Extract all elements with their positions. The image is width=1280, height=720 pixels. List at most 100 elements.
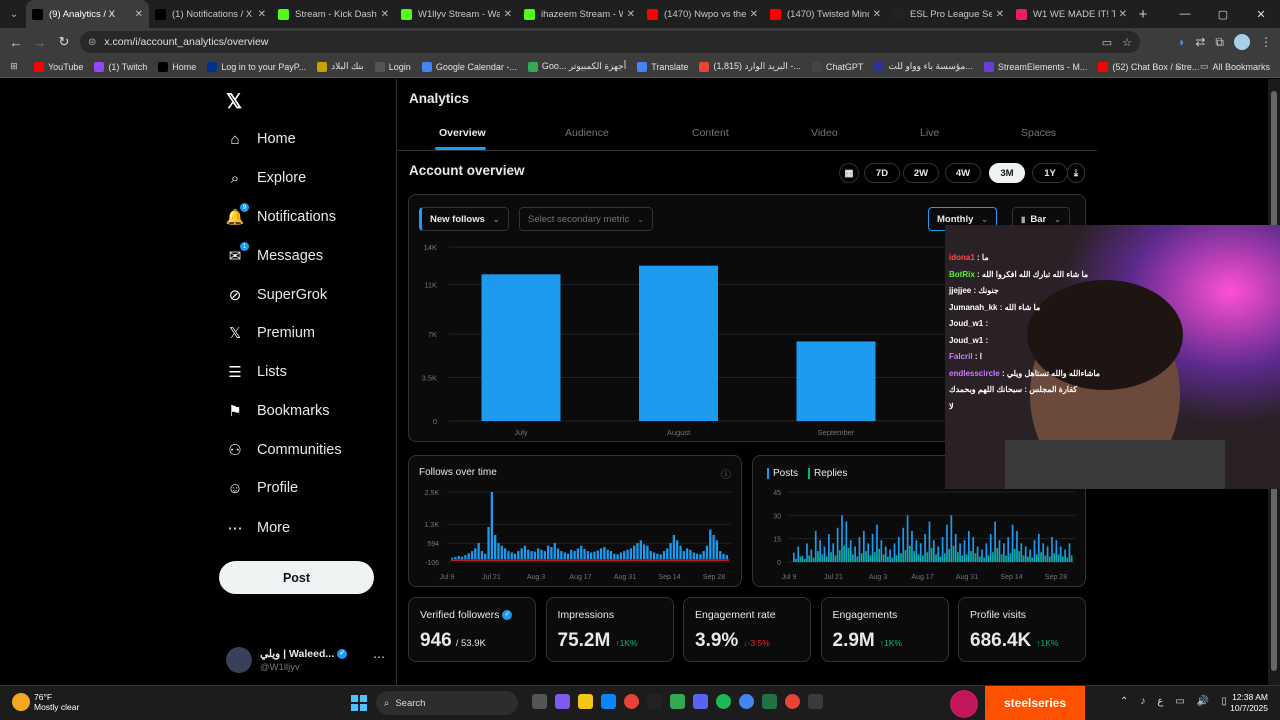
sidebar-item-supergrok[interactable]: ⊘ SuperGrok (226, 283, 327, 307)
chrome-active-icon[interactable] (739, 694, 754, 709)
bookmark-item[interactable]: StreamElements - M... (983, 61, 1087, 72)
new-tab-button[interactable]: + (1138, 5, 1148, 23)
extension-icon[interactable]: ◗ (1178, 35, 1186, 49)
chrome-icon[interactable] (785, 694, 800, 709)
close-tab-icon[interactable]: ✕ (134, 8, 143, 20)
edge-icon[interactable] (601, 694, 616, 709)
browser-profile-avatar[interactable] (1234, 34, 1250, 50)
battery-icon[interactable]: ▯ (1221, 696, 1227, 707)
sidebar-item-lists[interactable]: ☰ Lists (226, 360, 287, 384)
steelseries-banner[interactable]: steelseries (985, 686, 1085, 720)
stat-card[interactable]: Engagements 2.9M ↑1K% (820, 597, 949, 662)
browser-tab[interactable]: (1470) Twisted Minds ✕ (764, 0, 887, 28)
bookmark-item[interactable]: ChatGPT (811, 61, 863, 72)
bookmark-item[interactable]: بنك البلاد (317, 61, 364, 72)
steelseries-gg-icon[interactable] (950, 690, 978, 718)
sidebar-item-home[interactable]: ⌂ Home (226, 127, 295, 151)
x-logo-icon[interactable]: 𝕏 (226, 91, 243, 113)
info-icon[interactable]: ⓘ (721, 470, 731, 481)
forward-icon[interactable]: → (33, 34, 47, 50)
extensions-puzzle-icon[interactable]: ⧉ (1215, 34, 1224, 49)
close-tab-icon[interactable]: ✕ (995, 8, 1004, 20)
browser-tab[interactable]: ihazeem Stream - Wa✕ (518, 0, 641, 28)
apps-grid-icon[interactable]: ⊞ (10, 61, 18, 71)
replies-legend[interactable]: Replies (808, 468, 847, 479)
sidebar-item-messages[interactable]: ✉ 1 Messages (226, 242, 323, 268)
start-icon[interactable] (351, 695, 367, 711)
range-1y-button[interactable]: 1Y (1032, 163, 1068, 183)
sidebar-item-communities[interactable]: ⚇ Communities (226, 438, 341, 462)
spotify-icon[interactable] (716, 694, 731, 709)
close-tab-icon[interactable]: ✕ (503, 8, 512, 20)
range-3m-button[interactable]: 3M (989, 163, 1025, 183)
site-info-icon[interactable]: ⊜ (88, 36, 97, 48)
close-tab-icon[interactable]: ✕ (1118, 8, 1127, 20)
bar[interactable] (481, 274, 561, 421)
browser-tab[interactable]: (9) Analytics / X ✕ (26, 0, 149, 28)
discord-icon[interactable] (693, 694, 708, 709)
close-tab-icon[interactable]: ✕ (749, 8, 758, 20)
app-icon[interactable] (670, 694, 685, 709)
back-icon[interactable]: ← (9, 34, 23, 50)
sidebar-item-bookmarks[interactable]: ⚑ Bookmarks (226, 399, 329, 423)
tab-content[interactable]: Content (692, 127, 729, 139)
browser-tab[interactable]: ESL Pro League Seas✕ (887, 0, 1010, 28)
sidebar-item-notifications[interactable]: 🔔 9 Notifications (226, 203, 336, 229)
calendar-icon[interactable]: ▦ (839, 163, 859, 183)
bookmark-item[interactable]: مؤسسة باء وواو للت... (874, 61, 973, 72)
chrome-icon[interactable] (624, 694, 639, 709)
stat-card[interactable]: Verified followers ✓ 946/ 53.9K (408, 597, 536, 662)
url-input[interactable]: ⊜ x.com/i/account_analytics/overview ▭ ☆ (80, 31, 1140, 53)
bookmark-item[interactable]: Log in to your PayP... (207, 61, 306, 72)
close-tab-icon[interactable]: ✕ (626, 8, 635, 20)
bookmark-item[interactable]: (1) Twitch (94, 61, 147, 72)
tab-spaces[interactable]: Spaces (1021, 127, 1057, 139)
taskbar-search[interactable]: ⌕ Search (376, 691, 518, 715)
file-explorer-icon[interactable] (578, 694, 593, 709)
range-4w-button[interactable]: 4W (945, 163, 981, 183)
post-button[interactable]: Post (219, 561, 374, 594)
bookmark-item[interactable]: Goo... أجهزة الكمبيوتر (527, 61, 626, 72)
all-bookmarks-button[interactable]: ▭ All Bookmarks (1200, 61, 1270, 72)
sidebar-item-explore[interactable]: ⌕ Explore (226, 166, 306, 190)
tab-live[interactable]: Live (920, 127, 940, 139)
task-view-icon[interactable] (532, 694, 547, 709)
bookmarks-overflow-icon[interactable]: » (1174, 61, 1180, 72)
close-tab-icon[interactable]: ✕ (872, 8, 881, 20)
excel-icon[interactable] (762, 694, 777, 709)
browser-tab[interactable]: W1 WE MADE IT! T ✕ (1010, 0, 1133, 28)
browser-tab[interactable]: W1llyv Stream - Wat ✕ (395, 0, 518, 28)
mic-icon[interactable]: ♪ (1140, 696, 1146, 707)
primary-metric-select[interactable]: New follows ⌄ (419, 207, 509, 231)
tab-audience[interactable]: Audience (565, 127, 609, 139)
bookmark-item[interactable]: (52) Chat Box / Stre... (1098, 61, 1199, 72)
minimize-icon[interactable]: — (1179, 8, 1191, 20)
bookmark-item[interactable]: YouTube (34, 61, 83, 72)
more-options-icon[interactable]: ⋯ (373, 650, 385, 664)
tab-search-icon[interactable]: ⌄ (9, 8, 19, 20)
app-icon[interactable] (808, 694, 823, 709)
bookmark-item[interactable]: Login (374, 61, 411, 72)
maximize-icon[interactable]: ▢ (1217, 8, 1229, 21)
stat-card[interactable]: Impressions 75.2M ↑1K% (545, 597, 674, 662)
range-2w-button[interactable]: 2W (903, 163, 939, 183)
browser-tab[interactable]: (1) Notifications / X ✕ (149, 0, 272, 28)
sidebar-item-more[interactable]: ⋯ More (226, 516, 291, 540)
weather-widget[interactable]: 76°F Mostly clear (12, 692, 79, 712)
tray-chevron-icon[interactable]: ⌃ (1120, 696, 1129, 707)
star-icon[interactable]: ☆ (1122, 36, 1132, 49)
cast-icon[interactable]: ▭ (1101, 36, 1113, 49)
network-icon[interactable]: ▭ (1175, 696, 1185, 707)
bar[interactable] (796, 341, 876, 421)
stat-card[interactable]: Profile visits 686.4K ↑1K% (958, 597, 1086, 662)
volume-icon[interactable]: 🔊 (1196, 696, 1210, 707)
sidebar-item-profile[interactable]: ☺ Profile (226, 476, 298, 500)
posts-legend[interactable]: Posts (767, 468, 798, 479)
bookmark-item[interactable]: Home (158, 61, 196, 72)
tab-video[interactable]: Video (811, 127, 838, 139)
account-switcher[interactable]: ويلي | Waleed... ✓ @W1lljyv ⋯ (226, 642, 391, 678)
copilot-icon[interactable] (555, 694, 570, 709)
bar[interactable] (639, 265, 718, 421)
sidebar-item-premium[interactable]: 𝕏 Premium (226, 321, 315, 345)
close-tab-icon[interactable]: ✕ (380, 8, 389, 20)
